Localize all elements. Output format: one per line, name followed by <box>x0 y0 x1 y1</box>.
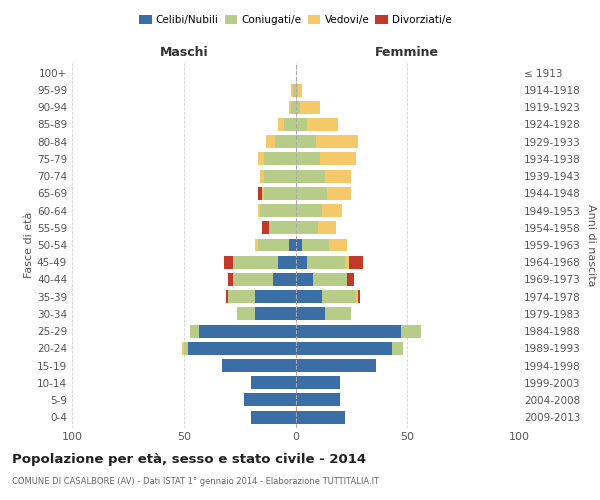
Bar <box>233 256 278 268</box>
Bar <box>199 324 296 338</box>
Bar <box>349 256 362 268</box>
Bar <box>320 152 356 166</box>
Bar <box>278 118 284 131</box>
Bar <box>344 256 349 268</box>
Bar <box>296 376 340 389</box>
Bar <box>318 222 336 234</box>
Bar <box>255 308 296 320</box>
Bar <box>262 187 264 200</box>
Bar <box>291 84 293 96</box>
Bar <box>296 238 302 252</box>
Bar <box>313 273 347 286</box>
Bar <box>257 238 289 252</box>
Bar <box>244 394 296 406</box>
Bar <box>260 204 296 217</box>
Bar <box>302 238 329 252</box>
Bar <box>269 222 296 234</box>
Bar <box>190 324 199 338</box>
Bar <box>257 204 260 217</box>
Bar <box>289 101 291 114</box>
Bar <box>273 273 296 286</box>
Bar <box>296 256 307 268</box>
Bar <box>278 256 296 268</box>
Bar <box>224 256 233 268</box>
Bar <box>275 135 296 148</box>
Bar <box>401 324 421 338</box>
Bar <box>296 135 316 148</box>
Y-axis label: Fasce di età: Fasce di età <box>24 212 34 278</box>
Bar <box>289 238 296 252</box>
Bar <box>307 256 344 268</box>
Bar <box>392 342 403 355</box>
Bar <box>260 170 264 182</box>
Bar <box>329 238 347 252</box>
Bar <box>291 101 296 114</box>
Bar <box>293 84 296 96</box>
Bar <box>300 101 320 114</box>
Bar <box>257 187 262 200</box>
Bar <box>229 273 233 286</box>
Bar <box>238 308 255 320</box>
Bar <box>257 152 264 166</box>
Bar <box>229 290 255 303</box>
Bar <box>233 273 273 286</box>
Bar <box>307 118 338 131</box>
Y-axis label: Anni di nascita: Anni di nascita <box>586 204 596 286</box>
Bar <box>316 135 358 148</box>
Bar <box>296 118 307 131</box>
Text: Popolazione per età, sesso e stato civile - 2014: Popolazione per età, sesso e stato civil… <box>12 452 366 466</box>
Bar <box>296 273 313 286</box>
Bar <box>325 170 352 182</box>
Bar <box>251 376 296 389</box>
Bar <box>226 290 229 303</box>
Bar <box>296 359 376 372</box>
Bar <box>266 135 275 148</box>
Bar <box>188 342 296 355</box>
Bar <box>251 410 296 424</box>
Bar <box>255 290 296 303</box>
Bar <box>296 290 322 303</box>
Bar <box>296 187 327 200</box>
Bar <box>296 204 322 217</box>
Bar <box>264 187 296 200</box>
Bar <box>327 187 352 200</box>
Text: Maschi: Maschi <box>160 46 208 59</box>
Bar <box>296 394 340 406</box>
Text: Femmine: Femmine <box>375 46 439 59</box>
Bar <box>347 273 353 286</box>
Bar <box>184 342 188 355</box>
Bar <box>262 222 269 234</box>
Bar <box>264 152 296 166</box>
Bar <box>322 290 356 303</box>
Bar <box>322 204 343 217</box>
Bar <box>296 101 300 114</box>
Bar <box>296 308 325 320</box>
Bar <box>358 290 361 303</box>
Bar <box>296 152 320 166</box>
Bar <box>255 238 257 252</box>
Bar <box>296 170 325 182</box>
Bar <box>296 324 401 338</box>
Bar <box>296 410 344 424</box>
Bar <box>296 222 318 234</box>
Text: COMUNE DI CASALBORE (AV) - Dati ISTAT 1° gennaio 2014 - Elaborazione TUTTITALIA.: COMUNE DI CASALBORE (AV) - Dati ISTAT 1°… <box>12 478 379 486</box>
Bar <box>296 342 392 355</box>
Bar <box>182 342 184 355</box>
Bar <box>298 84 302 96</box>
Bar <box>222 359 296 372</box>
Bar <box>356 290 358 303</box>
Bar <box>264 170 296 182</box>
Bar <box>296 84 298 96</box>
Bar <box>325 308 352 320</box>
Legend: Celibi/Nubili, Coniugati/e, Vedovi/e, Divorziati/e: Celibi/Nubili, Coniugati/e, Vedovi/e, Di… <box>135 11 456 30</box>
Bar <box>284 118 296 131</box>
